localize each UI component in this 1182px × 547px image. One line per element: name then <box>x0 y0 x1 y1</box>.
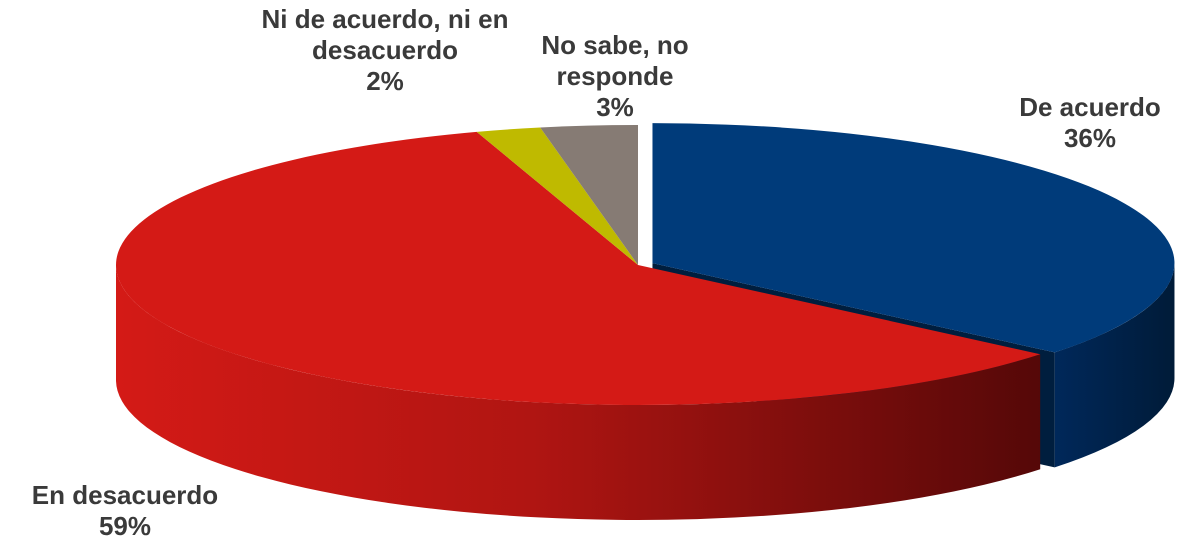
slice <box>115 131 1041 405</box>
slice-label: No sabe, no responde 3% <box>520 30 710 123</box>
category-label: De acuerdo <box>1019 92 1161 122</box>
value-label: 3% <box>596 92 634 122</box>
slice <box>476 127 638 265</box>
value-label: 36% <box>1063 123 1117 153</box>
category-label: No sabe, no responde <box>541 30 689 91</box>
slice-side <box>116 265 1041 520</box>
category-label: Ni de acuerdo, ni en desacuerdo <box>261 4 509 65</box>
slice-label: En desacuerdo 59% <box>0 480 250 542</box>
value-label: 2% <box>366 66 404 96</box>
slice-label: Ni de acuerdo, ni en desacuerdo 2% <box>240 4 530 97</box>
slice-label: De acuerdo 36% <box>990 92 1182 154</box>
slice-side <box>1054 263 1175 468</box>
slice <box>540 125 638 265</box>
value-label: 59% <box>98 511 152 541</box>
slice <box>652 123 1175 353</box>
category-label: En desacuerdo <box>31 480 219 510</box>
